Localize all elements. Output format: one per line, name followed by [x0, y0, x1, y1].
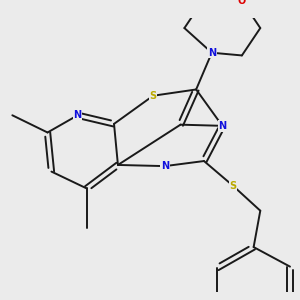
Text: N: N — [208, 48, 216, 58]
Text: S: S — [229, 181, 236, 191]
Text: N: N — [161, 161, 169, 171]
Text: N: N — [218, 121, 226, 131]
Text: S: S — [150, 91, 157, 101]
Text: N: N — [74, 110, 82, 120]
Text: O: O — [238, 0, 246, 6]
